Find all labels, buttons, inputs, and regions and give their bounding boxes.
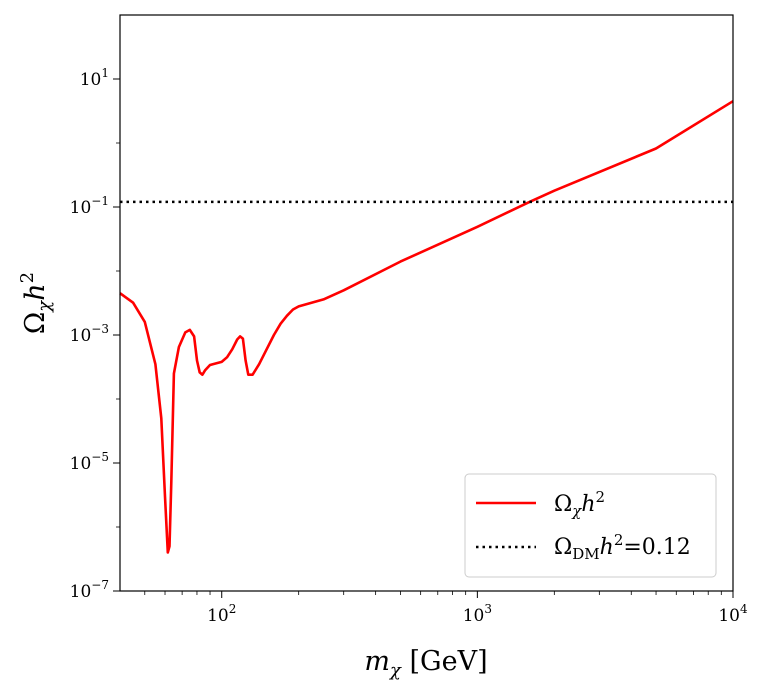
- x-tick-base-0: 10: [207, 606, 229, 626]
- y-axis-label-sup: 2: [17, 272, 38, 283]
- legend-label-series-1: Ωχh2: [554, 488, 605, 520]
- y-tick-exp-3: −1: [91, 194, 109, 208]
- y-tick-exp-0: −7: [91, 578, 109, 592]
- legend-box: [464, 473, 717, 578]
- legend-1-sup: 2: [596, 488, 606, 506]
- plot-frame: [119, 14, 734, 592]
- series-line-1: [119, 100, 734, 554]
- x-tick-base-2: 10: [718, 606, 740, 626]
- y-axis-label-main: Ω: [20, 312, 51, 334]
- legend-1-sub: χ: [571, 502, 582, 520]
- x-axis-label: mχ [GeV]: [364, 646, 487, 681]
- y-tick-label-2: 10−3: [70, 322, 109, 346]
- y-tick-exp-1: −5: [91, 450, 109, 464]
- y-tick-base-2: 10: [70, 326, 92, 346]
- x-tick-base-1: 10: [463, 606, 485, 626]
- y-tick-exp-2: −3: [91, 322, 109, 336]
- legend-2-sup: 2: [614, 531, 624, 549]
- y-tick-base-3: 10: [70, 198, 92, 218]
- x-tick-label-1: 103: [463, 602, 492, 626]
- x-tick-label-0: 102: [207, 602, 236, 626]
- legend-2-tail: =0.12: [623, 535, 690, 560]
- y-axis-label-italic: h: [20, 283, 51, 300]
- legend-label-series-2: ΩDMh2=0.12: [554, 531, 691, 563]
- legend-1-main: Ω: [554, 492, 572, 517]
- y-tick-label-1: 10−5: [70, 450, 109, 474]
- y-tick-exp-4: 1: [101, 66, 109, 80]
- legend-2-sub: DM: [572, 545, 599, 563]
- x-axis-label-rest: [GeV]: [401, 646, 488, 677]
- y-tick-base-1: 10: [70, 454, 92, 474]
- legend-2-main: Ω: [554, 535, 572, 560]
- y-tick-base-4: 10: [80, 70, 102, 90]
- y-axis-label: Ωχh2: [17, 272, 55, 334]
- legend: Ωχh2 ΩDMh2=0.12: [464, 473, 717, 578]
- legend-1-italic: h: [581, 492, 595, 517]
- x-axis-label-italic: m: [364, 646, 390, 677]
- legend-2-italic: h: [600, 535, 614, 560]
- x-tick-exp-0: 2: [229, 602, 237, 616]
- x-tick-label-2: 104: [718, 602, 748, 626]
- y-tick-label-4: 101: [80, 66, 109, 90]
- x-axis-label-sub: χ: [388, 660, 402, 681]
- y-tick-label-3: 10−1: [70, 194, 109, 218]
- x-tick-exp-1: 3: [484, 602, 492, 616]
- series-layer: [119, 100, 734, 554]
- x-tick-exp-2: 4: [740, 602, 748, 616]
- y-tick-base-0: 10: [70, 582, 92, 602]
- y-tick-label-0: 10−7: [70, 578, 109, 602]
- y-axis-label-sub: χ: [34, 300, 55, 314]
